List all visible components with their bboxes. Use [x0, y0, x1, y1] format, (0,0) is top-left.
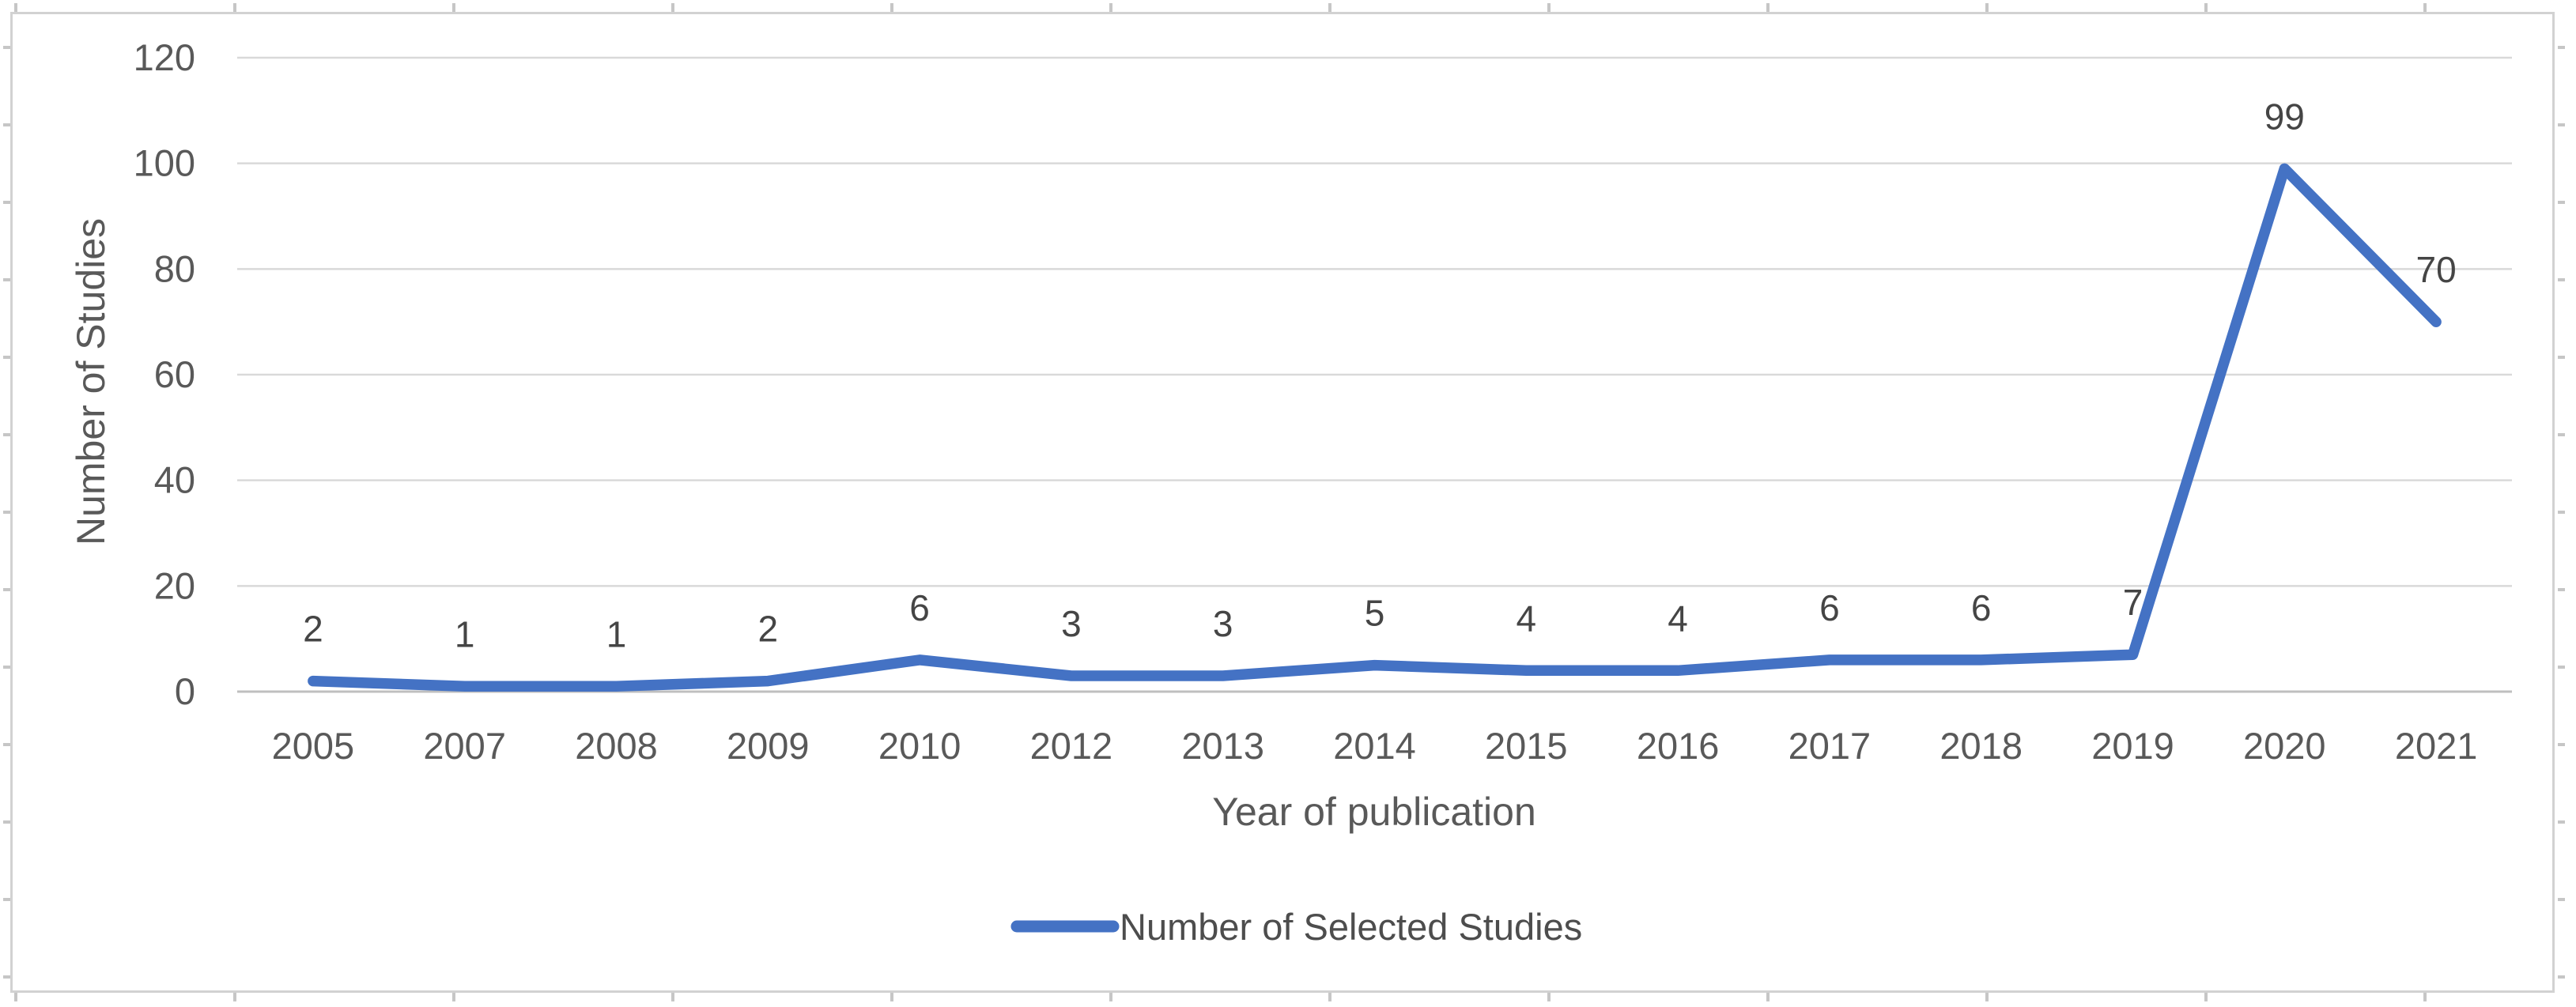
y-tick-label: 0 [175, 670, 195, 712]
legend-label: Number of Selected Studies [1120, 906, 1582, 948]
y-tick-label: 80 [154, 247, 195, 289]
y-tick-label: 20 [154, 564, 195, 606]
y-tick-label: 60 [154, 353, 195, 395]
data-label: 7 [2123, 582, 2144, 623]
x-tick-label: 2013 [1181, 725, 1264, 767]
x-tick-label: 2016 [1637, 725, 1720, 767]
x-tick-label: 2017 [1788, 725, 1872, 767]
page-frame [10, 12, 2555, 993]
y-tick-label: 120 [134, 36, 195, 78]
data-label: 2 [758, 609, 779, 650]
data-label: 3 [1061, 603, 1082, 644]
data-label: 6 [1819, 587, 1840, 628]
data-label: 99 [2264, 96, 2305, 137]
data-label: 6 [1971, 587, 1992, 628]
x-tick-label: 2021 [2395, 725, 2478, 767]
data-label: 6 [909, 587, 930, 628]
data-label: 5 [1365, 593, 1385, 634]
x-tick-label: 2008 [575, 725, 658, 767]
data-label: 3 [1213, 603, 1233, 644]
x-tick-label: 2009 [727, 725, 810, 767]
x-tick-label: 2015 [1485, 725, 1568, 767]
x-tick-label: 2010 [878, 725, 961, 767]
x-tick-label: 2012 [1030, 725, 1113, 767]
x-tick-label: 2007 [423, 725, 506, 767]
data-label: 4 [1668, 598, 1688, 639]
data-label: 1 [606, 613, 627, 654]
x-tick-label: 2014 [1333, 725, 1416, 767]
y-tick-label: 40 [154, 459, 195, 501]
data-label: 4 [1517, 598, 1537, 639]
x-tick-label: 2018 [1940, 725, 2023, 767]
labels-layer: 0 20 40 60 80 100 120 2005 2007 2008 2009 2010 2012 2… [134, 36, 2478, 767]
y-tick-label: 100 [134, 142, 195, 184]
x-tick-label: 2005 [272, 725, 355, 767]
gridlines [237, 56, 2512, 693]
x-tick-label: 2019 [2091, 725, 2174, 767]
x-tick-label: 2020 [2243, 725, 2326, 767]
data-label: 70 [2416, 249, 2457, 290]
series-line [308, 163, 2442, 692]
data-label: 2 [303, 609, 323, 650]
legend: Number of Selected Studies [1010, 906, 1582, 948]
data-label: 1 [455, 613, 475, 654]
series-layer [308, 163, 2442, 692]
x-axis-title: Year of publication [1212, 790, 1536, 834]
y-axis-title: Number of Studies [69, 218, 113, 545]
